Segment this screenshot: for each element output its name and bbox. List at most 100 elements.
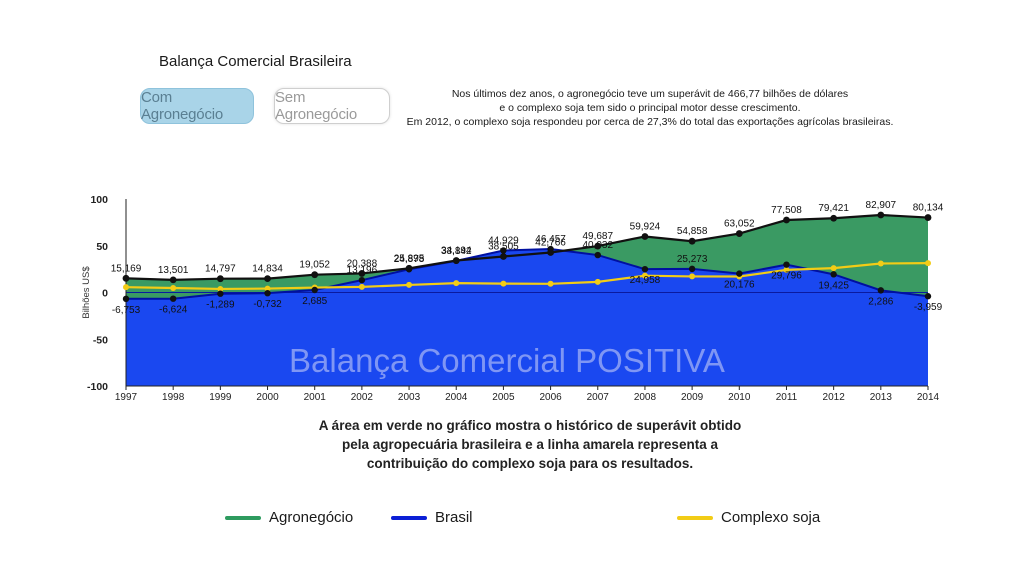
- brasil-point: [877, 287, 885, 294]
- soja-point: [925, 260, 931, 267]
- legend-label-brasil: Brasil: [435, 509, 473, 526]
- x-tick-label: 2013: [870, 392, 893, 403]
- x-tick-label: 1998: [162, 392, 185, 403]
- agro-point: [169, 276, 177, 284]
- x-tick-label: 2001: [304, 392, 327, 403]
- without-agro-button[interactable]: Sem Agronegócio: [274, 88, 390, 124]
- y-tick-label: 50: [96, 241, 108, 253]
- soja-point: [689, 273, 696, 280]
- soja-point: [406, 281, 413, 288]
- soja-point: [500, 280, 507, 287]
- x-tick-label: 2014: [917, 392, 940, 403]
- brasil-point: [122, 295, 130, 303]
- chart-title: Balança Comercial Brasileira: [159, 53, 352, 70]
- info-note-line: e o complexo soja tem sido o principal m…: [499, 102, 801, 114]
- agro-point: [122, 274, 130, 282]
- agro-point: [547, 249, 554, 256]
- y-tick-label: 100: [90, 194, 108, 206]
- caption-line: A área em verde no gráfico mostra o hist…: [318, 418, 742, 433]
- agro-data-label: 20,388: [347, 258, 378, 269]
- brasil-data-label: 19,425: [818, 280, 849, 291]
- brasil-data-label: -6,753: [112, 305, 141, 316]
- agro-point: [924, 214, 932, 221]
- legend-item-agro[interactable]: Agronegócio: [225, 509, 353, 526]
- agro-line: [125, 213, 929, 281]
- brasil-point: [830, 271, 837, 278]
- chart-watermark: Balança Comercial POSITIVA: [289, 342, 725, 379]
- agro-data-label: 34,194: [441, 246, 472, 257]
- agro-data-label: 79,421: [818, 203, 849, 214]
- agro-data-label: 38,505: [488, 241, 519, 252]
- agro-data-label: 82,907: [866, 200, 897, 211]
- agro-data-label: 77,508: [771, 205, 802, 216]
- agro-point: [594, 242, 602, 250]
- agro-point: [688, 237, 696, 245]
- brasil-point: [169, 295, 177, 302]
- x-tick-label: 2012: [823, 392, 846, 403]
- soja-line: [125, 262, 929, 291]
- brasil-data-label: 2,685: [302, 296, 327, 307]
- agro-data-label: 49,687: [582, 231, 613, 242]
- info-note: Nos últimos dez anos, o agronegócio teve…: [405, 87, 895, 129]
- agro-point: [783, 216, 790, 224]
- agro-point: [830, 214, 838, 222]
- brasil-point: [783, 261, 790, 268]
- brasil-point: [358, 276, 366, 284]
- soja-point: [877, 260, 884, 267]
- agro-data-label: 15,169: [111, 263, 142, 274]
- legend-label-agro: Agronegócio: [269, 509, 354, 526]
- brasil-data-label: 33,842: [441, 246, 472, 257]
- agro-point: [216, 275, 224, 283]
- brasil-data-label: 20,176: [724, 280, 755, 291]
- brasil-data-label: -1,289: [206, 300, 235, 311]
- caption-line: contribuição do complexo soja para os re…: [366, 456, 694, 471]
- agro-data-label: 14,797: [205, 264, 236, 275]
- brasil-data-label: 29,796: [771, 271, 802, 282]
- soja-point: [783, 266, 790, 273]
- brasil-data-label: 2,286: [868, 296, 893, 307]
- brasil-point: [688, 265, 696, 273]
- agro-data-label: 25,895: [394, 253, 425, 264]
- x-tick-label: 2002: [351, 392, 374, 403]
- chart-caption: A área em verde no gráfico mostra o hist…: [300, 416, 760, 473]
- soja-point: [170, 285, 177, 292]
- brasil-point: [924, 293, 932, 300]
- brasil-line: [125, 248, 929, 300]
- brasil-point: [311, 286, 318, 294]
- agro-data-label: 80,134: [913, 203, 944, 214]
- brasil-point: [736, 270, 743, 277]
- soja-point: [217, 285, 224, 292]
- agro-point: [311, 271, 319, 279]
- x-tick-label: 1999: [209, 392, 232, 403]
- soja-point: [264, 285, 271, 292]
- agro-point: [452, 257, 460, 264]
- agro-data-label: 13,501: [158, 265, 189, 276]
- soja-point: [358, 283, 365, 290]
- with-agro-button[interactable]: Com Agronegócio: [140, 88, 254, 124]
- agro-data-label: 54,858: [677, 226, 708, 237]
- agro-point: [405, 264, 413, 272]
- y-tick-label: -50: [93, 334, 108, 346]
- brasil-point: [500, 247, 507, 254]
- brasil-point: [264, 289, 271, 297]
- agro-data-label: 59,924: [630, 221, 661, 232]
- agro-data-label: 63,052: [724, 219, 755, 230]
- brasil-data-label: -6,624: [159, 305, 188, 316]
- info-note-line: Em 2012, o complexo soja respondeu por c…: [406, 116, 894, 128]
- x-tick-label: 2000: [256, 392, 279, 403]
- legend-item-soja[interactable]: Complexo soja: [677, 509, 820, 526]
- brasil-data-label: 46,457: [535, 234, 566, 245]
- agro-point: [641, 233, 649, 240]
- brasil-data-label: 40,032: [582, 240, 613, 251]
- x-tick-label: 2009: [681, 392, 704, 403]
- soja-point: [830, 265, 837, 272]
- caption-line: pela agropecuária brasileira e a linha a…: [342, 437, 718, 452]
- agro-data-label: 19,052: [299, 260, 330, 271]
- legend-swatch-soja: [677, 515, 713, 520]
- legend-item-brasil[interactable]: Brasil: [391, 509, 473, 526]
- legend-swatch-agro: [225, 515, 261, 520]
- agro-data-label: 14,834: [252, 264, 283, 275]
- brasil-data-label: 25,273: [677, 254, 708, 265]
- agro-point: [877, 211, 885, 219]
